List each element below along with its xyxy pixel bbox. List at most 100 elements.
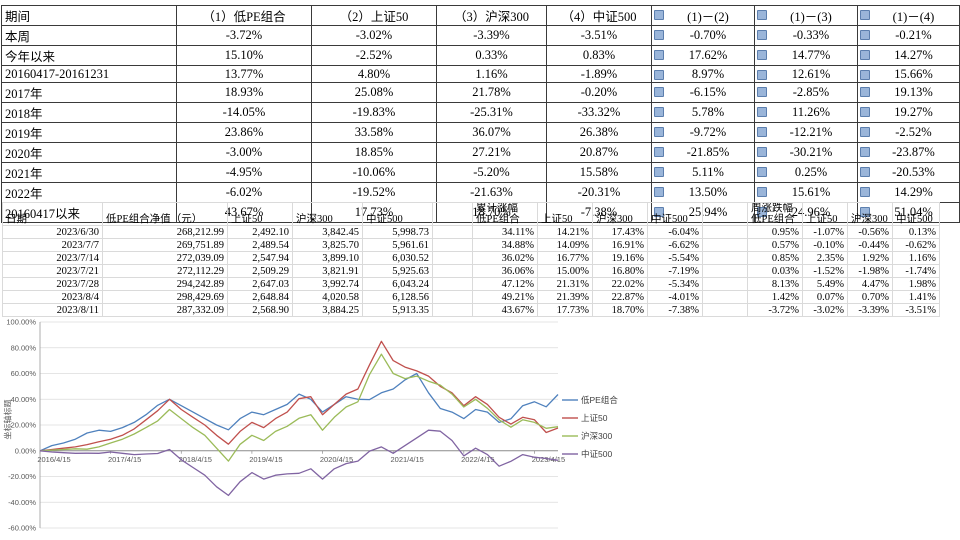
detail-cell[interactable] [432, 303, 473, 317]
detail-cell[interactable]: 5,913.35 [362, 303, 433, 317]
detail-date-cell[interactable]: 2023/8/4 [2, 290, 103, 304]
summary-cell[interactable]: 0.83% [546, 45, 652, 66]
detail-cell[interactable]: 1.16% [892, 251, 940, 265]
detail-cell[interactable]: -1.74% [892, 264, 940, 278]
detail-header[interactable]: 上证50 [537, 202, 593, 226]
summary-row-label[interactable]: 2022年 [1, 182, 177, 203]
detail-cell[interactable]: -0.10% [802, 238, 848, 252]
summary-row-label[interactable]: 2021年 [1, 162, 177, 183]
detail-cell[interactable]: 1.42% [747, 290, 803, 304]
summary-cell[interactable]: -2.52% [857, 122, 960, 143]
detail-cell[interactable] [432, 251, 473, 265]
summary-cell[interactable]: -3.39% [436, 25, 547, 46]
detail-cell[interactable] [432, 225, 473, 239]
detail-cell[interactable]: 5,961.61 [362, 238, 433, 252]
detail-cell[interactable]: -1.98% [847, 264, 893, 278]
summary-cell[interactable]: 26.38% [546, 122, 652, 143]
summary-cell[interactable]: 14.29% [857, 182, 960, 203]
legend-item-csi300[interactable]: 沪深300 [562, 431, 612, 441]
summary-cell[interactable]: -3.51% [546, 25, 652, 46]
detail-header[interactable]: 累计涨幅 低PE组合 [472, 202, 538, 226]
detail-cell[interactable]: 18.70% [592, 303, 648, 317]
detail-cell[interactable]: 5.49% [802, 277, 848, 291]
detail-header[interactable] [702, 202, 748, 226]
detail-cell[interactable] [702, 251, 748, 265]
detail-cell[interactable]: 3,899.10 [292, 251, 363, 265]
summary-cell[interactable]: -2.85% [754, 82, 858, 103]
detail-cell[interactable]: 6,128.56 [362, 290, 433, 304]
detail-date-cell[interactable]: 2023/7/14 [2, 251, 103, 265]
detail-cell[interactable]: 4,020.58 [292, 290, 363, 304]
summary-cell[interactable]: 1.16% [436, 65, 547, 83]
detail-cell[interactable]: 3,825.70 [292, 238, 363, 252]
detail-cell[interactable]: -0.56% [847, 225, 893, 239]
detail-cell[interactable]: 2,509.29 [227, 264, 293, 278]
detail-cell[interactable]: 0.85% [747, 251, 803, 265]
detail-header[interactable]: 中证500 [647, 202, 703, 226]
detail-cell[interactable]: 298,429.69 [102, 290, 228, 304]
summary-cell[interactable]: 11.26% [754, 102, 858, 123]
summary-cell[interactable]: 4.80% [311, 65, 437, 83]
summary-header[interactable]: （3）沪深300 [436, 5, 547, 26]
summary-cell[interactable]: 15.58% [546, 162, 652, 183]
detail-header[interactable]: 低PE组合净值（元） [102, 202, 228, 226]
summary-cell[interactable]: -3.02% [311, 25, 437, 46]
detail-cell[interactable]: 0.70% [847, 290, 893, 304]
detail-header[interactable] [432, 202, 473, 226]
detail-cell[interactable]: 16.91% [592, 238, 648, 252]
detail-header[interactable]: 沪深300 [847, 202, 893, 226]
detail-date-cell[interactable]: 2023/7/7 [2, 238, 103, 252]
detail-cell[interactable]: 17.73% [537, 303, 593, 317]
summary-cell[interactable]: -10.06% [311, 162, 437, 183]
summary-row-label[interactable]: 2019年 [1, 122, 177, 143]
detail-cell[interactable]: 43.67% [472, 303, 538, 317]
detail-header[interactable]: 中证500 [362, 202, 433, 226]
detail-cell[interactable]: 6,030.52 [362, 251, 433, 265]
summary-header[interactable]: (1)－(2) [651, 5, 755, 26]
detail-cell[interactable]: 36.02% [472, 251, 538, 265]
summary-cell[interactable]: 13.50% [651, 182, 755, 203]
summary-cell[interactable]: 18.85% [311, 142, 437, 163]
detail-cell[interactable]: 1.41% [892, 290, 940, 304]
detail-cell[interactable]: 3,842.45 [292, 225, 363, 239]
summary-cell[interactable]: -19.52% [311, 182, 437, 203]
detail-cell[interactable]: 2,647.03 [227, 277, 293, 291]
detail-cell[interactable]: 2,547.94 [227, 251, 293, 265]
detail-cell[interactable]: 0.03% [747, 264, 803, 278]
detail-cell[interactable]: 47.12% [472, 277, 538, 291]
detail-cell[interactable]: 0.07% [802, 290, 848, 304]
summary-cell[interactable]: 15.61% [754, 182, 858, 203]
detail-header[interactable]: 上证50 [802, 202, 848, 226]
legend-item-csi500[interactable]: 中证500 [562, 449, 612, 459]
summary-cell[interactable]: 36.07% [436, 122, 547, 143]
detail-cell[interactable]: -6.04% [647, 225, 703, 239]
summary-cell[interactable]: 18.93% [176, 82, 312, 103]
detail-cell[interactable]: 17.43% [592, 225, 648, 239]
summary-cell[interactable]: -0.21% [857, 25, 960, 46]
detail-cell[interactable]: -1.07% [802, 225, 848, 239]
summary-row-label[interactable]: 20160417-20161231 [1, 65, 177, 83]
detail-cell[interactable]: 272,112.29 [102, 264, 228, 278]
detail-cell[interactable]: 21.39% [537, 290, 593, 304]
summary-cell[interactable]: -19.83% [311, 102, 437, 123]
detail-cell[interactable]: 19.16% [592, 251, 648, 265]
summary-cell[interactable]: -6.02% [176, 182, 312, 203]
detail-date-cell[interactable]: 2023/7/28 [2, 277, 103, 291]
summary-cell[interactable]: 33.58% [311, 122, 437, 143]
detail-header[interactable]: 中证500 [892, 202, 940, 226]
series-line-sse50[interactable] [39, 340, 559, 452]
detail-cell[interactable]: -5.54% [647, 251, 703, 265]
summary-cell[interactable]: -0.33% [754, 25, 858, 46]
detail-cell[interactable]: 16.77% [537, 251, 593, 265]
detail-cell[interactable]: 1.98% [892, 277, 940, 291]
detail-cell[interactable]: 14.21% [537, 225, 593, 239]
detail-cell[interactable]: 15.00% [537, 264, 593, 278]
detail-cell[interactable]: 5,925.63 [362, 264, 433, 278]
detail-cell[interactable]: 0.95% [747, 225, 803, 239]
summary-cell[interactable]: -21.63% [436, 182, 547, 203]
detail-cell[interactable] [702, 225, 748, 239]
detail-cell[interactable]: -3.39% [847, 303, 893, 317]
summary-cell[interactable]: -0.70% [651, 25, 755, 46]
summary-cell[interactable]: 19.27% [857, 102, 960, 123]
legend-item-low-pe[interactable]: 低PE组合 [562, 395, 618, 405]
